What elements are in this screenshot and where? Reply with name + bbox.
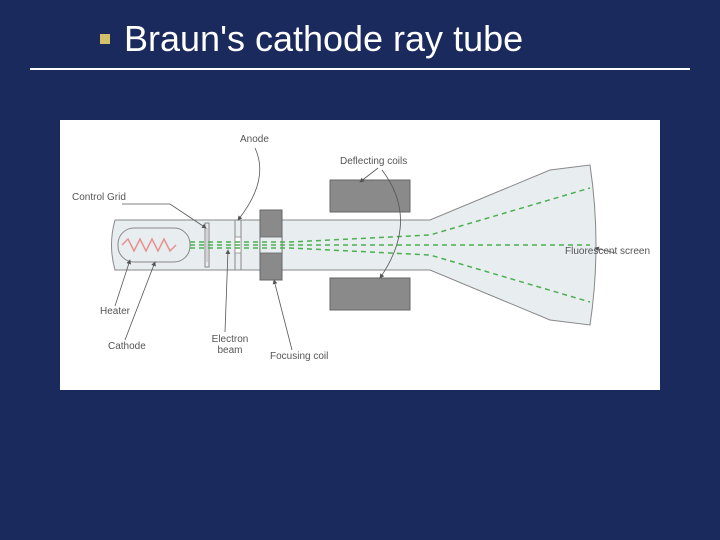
label-heater: Heater	[100, 306, 130, 317]
diagram-container: Control Grid Anode Deflecting coils Heat…	[0, 120, 720, 390]
slide-title: Braun's cathode ray tube	[124, 18, 523, 60]
deflecting-coil-bottom	[330, 278, 410, 310]
label-electron-beam: Electron beam	[205, 334, 255, 356]
crt-diagram: Control Grid Anode Deflecting coils Heat…	[60, 120, 660, 390]
leader-focusing-coil	[274, 280, 292, 350]
label-fluorescent: Fluorescent screen	[565, 246, 650, 257]
label-cathode: Cathode	[108, 341, 146, 352]
label-anode: Anode	[240, 134, 269, 145]
deflecting-coil-top	[330, 180, 410, 212]
title-bullet-icon	[100, 34, 110, 44]
label-control-grid: Control Grid	[72, 192, 126, 203]
slide-title-row: Braun's cathode ray tube	[30, 0, 690, 70]
label-focusing-coil: Focusing coil	[270, 351, 328, 362]
leader-cathode	[125, 262, 155, 340]
leader-anode	[238, 148, 260, 220]
label-deflecting-coils: Deflecting coils	[340, 156, 407, 167]
